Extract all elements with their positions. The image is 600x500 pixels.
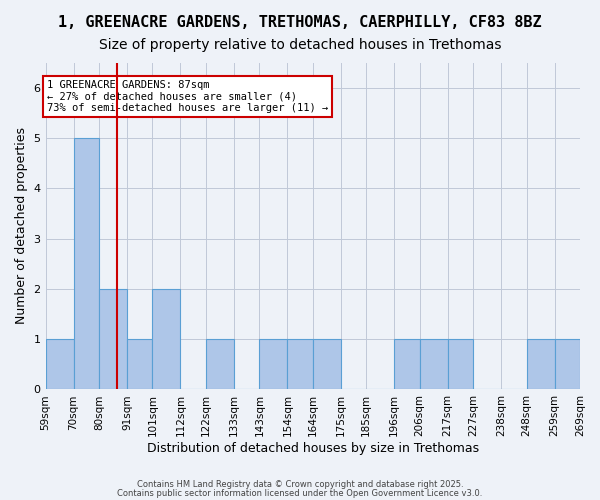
Text: Contains public sector information licensed under the Open Government Licence v3: Contains public sector information licen… bbox=[118, 488, 482, 498]
Bar bbox=[554, 339, 580, 390]
Y-axis label: Number of detached properties: Number of detached properties bbox=[15, 128, 28, 324]
Bar bbox=[74, 138, 99, 390]
Text: 1 GREENACRE GARDENS: 87sqm
← 27% of detached houses are smaller (4)
73% of semi-: 1 GREENACRE GARDENS: 87sqm ← 27% of deta… bbox=[47, 80, 328, 114]
Bar bbox=[46, 339, 74, 390]
Text: Contains HM Land Registry data © Crown copyright and database right 2025.: Contains HM Land Registry data © Crown c… bbox=[137, 480, 463, 489]
Bar bbox=[313, 339, 341, 390]
Bar bbox=[152, 289, 181, 390]
Bar bbox=[99, 289, 127, 390]
Text: 1, GREENACRE GARDENS, TRETHOMAS, CAERPHILLY, CF83 8BZ: 1, GREENACRE GARDENS, TRETHOMAS, CAERPHI… bbox=[58, 15, 542, 30]
X-axis label: Distribution of detached houses by size in Trethomas: Distribution of detached houses by size … bbox=[147, 442, 479, 455]
Text: Size of property relative to detached houses in Trethomas: Size of property relative to detached ho… bbox=[99, 38, 501, 52]
Bar bbox=[419, 339, 448, 390]
Bar bbox=[448, 339, 473, 390]
Bar bbox=[127, 339, 152, 390]
Bar bbox=[394, 339, 419, 390]
Bar bbox=[206, 339, 234, 390]
Bar bbox=[287, 339, 313, 390]
Bar bbox=[259, 339, 287, 390]
Bar bbox=[527, 339, 554, 390]
